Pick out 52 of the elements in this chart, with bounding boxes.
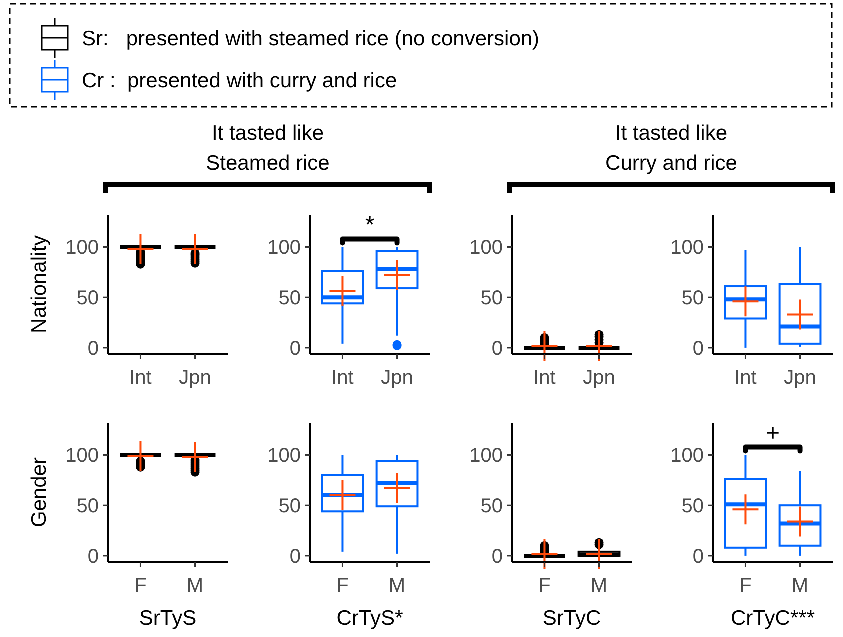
x-tick-label: F	[740, 575, 752, 597]
y-tick-label: 100	[670, 445, 704, 468]
x-tick-label: Int	[534, 367, 556, 389]
y-tick-label: 0	[88, 338, 99, 360]
y-tick-label: 0	[492, 338, 503, 360]
x-tick-label: Int	[332, 367, 354, 389]
x-tick-label: Jpn	[179, 367, 212, 389]
x-tick-label: F	[336, 575, 349, 597]
y-tick-label: 100	[66, 237, 99, 260]
annotation: +	[766, 420, 780, 448]
y-axis-title: Nationality	[28, 234, 51, 334]
y-tick-label: 100	[268, 445, 301, 468]
y-tick-label: 0	[692, 546, 704, 568]
legend-label: Cr : presented with curry and rice	[82, 69, 398, 92]
chart-title: It tasted like Steamed rice	[206, 122, 330, 175]
y-tick-label: 0	[290, 546, 301, 568]
y-tick-label: 50	[480, 496, 503, 518]
x-axis-title: SrTyC	[542, 607, 602, 630]
y-tick-label: 100	[268, 237, 301, 260]
y-tick-label: 0	[692, 338, 704, 360]
y-tick-label: 50	[278, 496, 301, 518]
y-tick-label: 50	[76, 288, 99, 310]
x-axis-title: CrTyC***	[730, 607, 816, 630]
y-tick-label: 100	[470, 445, 503, 468]
y-tick-label: 50	[278, 288, 301, 310]
x-tick-label: F	[538, 575, 551, 597]
x-tick-label: Int	[130, 367, 152, 389]
y-axis-title: Gender	[28, 457, 51, 528]
y-tick-label: 0	[492, 546, 503, 568]
x-tick-label: Int	[734, 367, 758, 389]
y-tick-label: 100	[670, 237, 704, 260]
y-tick-label: 50	[480, 288, 503, 310]
x-tick-label: Jpn	[381, 367, 414, 389]
x-axis-title: CrTyS*	[336, 607, 404, 630]
x-tick-label: F	[134, 575, 147, 597]
x-tick-label: M	[388, 575, 406, 597]
x-tick-label: Jpn	[583, 367, 616, 389]
x-tick-label: M	[590, 575, 608, 597]
y-tick-label: 100	[470, 237, 503, 260]
y-tick-label: 0	[290, 338, 301, 360]
x-tick-label: M	[792, 575, 809, 597]
x-tick-label: Jpn	[784, 367, 816, 389]
y-tick-label: 50	[76, 496, 99, 518]
chart-title: It tasted like Curry and rice	[606, 122, 738, 175]
y-tick-label: 50	[682, 496, 704, 518]
legend-label: Sr: presented with steamed rice (no conversion)	[82, 27, 540, 50]
y-tick-label: 50	[682, 288, 704, 310]
x-axis-title: SrTyS	[139, 607, 197, 630]
annotation: *	[365, 212, 375, 240]
y-tick-label: 0	[88, 546, 99, 568]
y-tick-label: 100	[66, 445, 99, 468]
x-tick-label: M	[186, 575, 204, 597]
